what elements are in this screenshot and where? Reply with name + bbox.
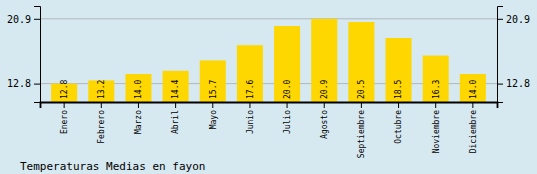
tick: 12.8: [7, 78, 40, 89]
tick-mark: [34, 19, 40, 20]
data-label: 14.4: [171, 80, 180, 99]
bar: [311, 19, 337, 102]
tick-label: Mayo: [209, 110, 218, 129]
tick: Junio: [246, 102, 255, 134]
tick-label: Noviembre: [431, 110, 440, 154]
tick: Abril: [171, 102, 180, 134]
chart: 12.8 13.2 14.0 14.4 15.7 17.6 20.0 20.9 20.5 18.5…: [0, 0, 537, 174]
tick-mark: [287, 102, 288, 108]
data-label: 16.3: [431, 80, 440, 99]
tick-mark: [324, 102, 325, 108]
data-label: 12.8: [60, 80, 69, 99]
tick: 20.9: [7, 14, 40, 25]
tick-mark: [249, 102, 250, 108]
tick-label: Septiembre: [357, 110, 366, 158]
tick: Septiembre: [357, 102, 366, 158]
bar: [423, 56, 449, 102]
tick-label: Agosto: [320, 110, 329, 139]
data-label: 17.6: [246, 80, 255, 99]
title: Temperaturas Medias en fayon: [20, 160, 205, 173]
bars: [51, 19, 486, 102]
bar: [88, 80, 114, 102]
tick-mark: [212, 102, 213, 108]
tick-label: Julio: [283, 110, 292, 134]
data-labels: 12.8 13.2 14.0 14.4 15.7 17.6 20.0 20.9 20.5 18.5…: [60, 80, 478, 99]
tick-mark: [138, 102, 139, 108]
tick-mark: [175, 102, 176, 108]
tick-label: Octubre: [394, 110, 403, 144]
tick-mark: [472, 102, 473, 108]
tick-label: 20.9: [506, 14, 530, 25]
bar: [386, 38, 412, 102]
tick-mark: [101, 102, 102, 108]
tick-label: 12.8: [7, 78, 31, 89]
tick-mark: [497, 19, 503, 20]
tick-mark: [435, 102, 436, 108]
y-axis: 12.8 20.9: [7, 7, 41, 103]
tick: Enero: [60, 102, 69, 134]
data-label: 20.9: [320, 80, 329, 99]
axis-line: [41, 103, 498, 109]
y2-axis: 12.8 20.9: [497, 7, 530, 103]
tick-mark: [361, 102, 362, 108]
tick-label: 20.9: [7, 14, 31, 25]
x-axis: Enero Febrero Marzo Abril Mayo Junio Julio Agos…: [41, 102, 498, 158]
data-label: 15.7: [209, 80, 218, 99]
tick-label: Enero: [60, 110, 69, 134]
bar: [274, 26, 300, 102]
axis-line: [498, 7, 504, 103]
bar: [163, 71, 189, 102]
tick: Noviembre: [431, 102, 440, 153]
data-label: 20.0: [283, 80, 292, 99]
data-label: 14.0: [469, 80, 478, 99]
tick-mark: [64, 102, 65, 108]
plot: 12.8 13.2 14.0 14.4 15.7 17.6 20.0 20.9 20.5 18.5…: [7, 7, 530, 159]
data-label: 13.2: [97, 80, 106, 99]
tick-mark: [398, 102, 399, 108]
tick: 12.8: [497, 78, 530, 89]
tick: Octubre: [394, 102, 403, 144]
bar: [460, 74, 486, 102]
bar: [125, 74, 151, 102]
tick: Diciembre: [469, 102, 478, 153]
tick: Febrero: [97, 102, 106, 144]
tick-label: Abril: [171, 110, 180, 134]
bar: [237, 45, 263, 102]
bar: [200, 60, 226, 102]
data-label: 14.0: [134, 80, 143, 99]
data-label: 20.5: [357, 80, 366, 99]
tick: Mayo: [209, 102, 218, 129]
axis-line: [34, 7, 41, 103]
tick-label: Junio: [246, 110, 255, 134]
tick: Julio: [283, 102, 292, 134]
tick-label: Febrero: [97, 110, 106, 144]
tick: Marzo: [134, 102, 143, 134]
bar: [348, 22, 374, 102]
tick: 20.9: [497, 14, 530, 25]
tick-mark: [497, 84, 503, 85]
tick-label: Marzo: [134, 110, 143, 134]
tick: Agosto: [320, 102, 329, 139]
tick-mark: [34, 84, 40, 85]
grid-line: [40, 18, 497, 19]
tick-label: Diciembre: [469, 110, 478, 154]
tick-label: 12.8: [506, 78, 530, 89]
data-label: 18.5: [394, 80, 403, 99]
